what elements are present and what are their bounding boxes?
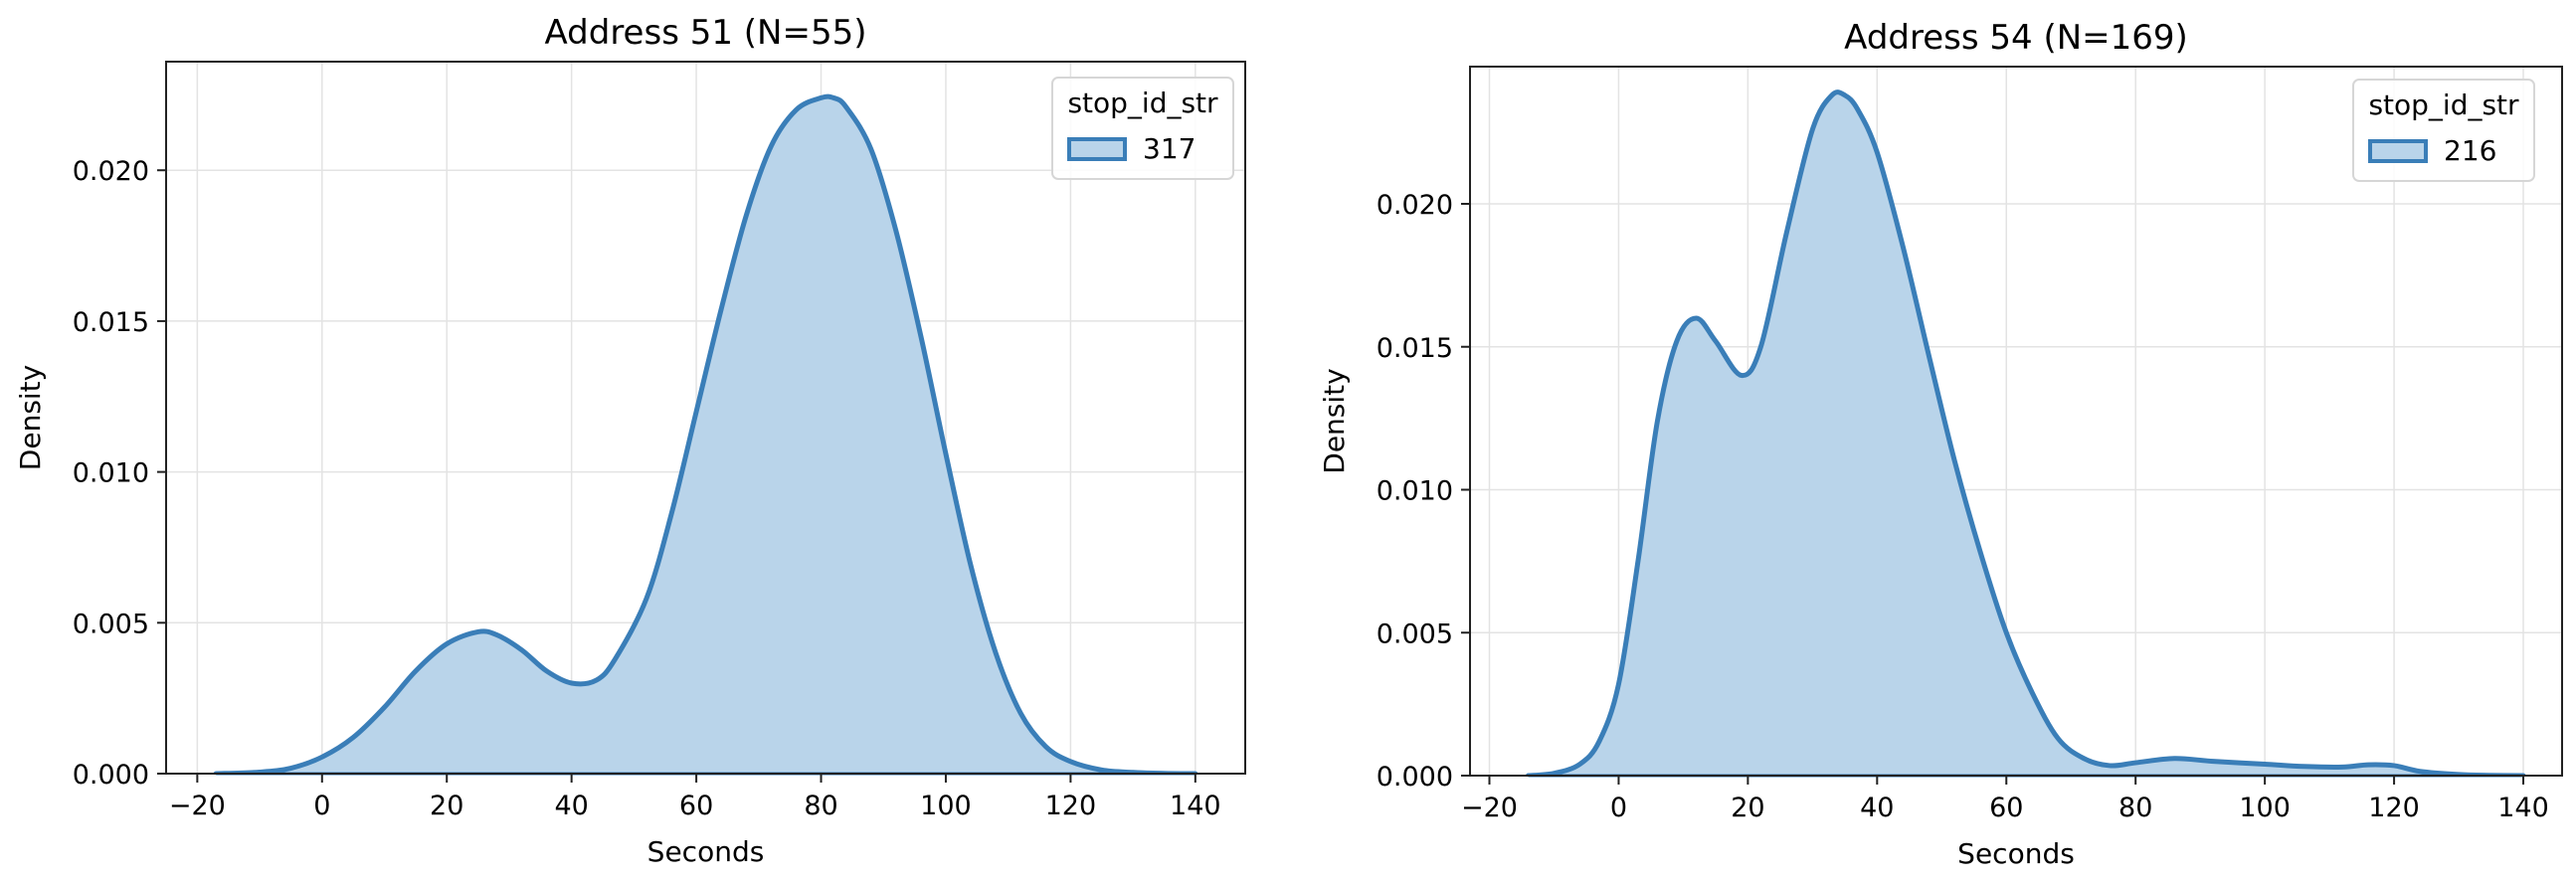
y-tick-label: 0.015 — [73, 307, 149, 338]
x-tick-label: 40 — [1860, 793, 1894, 823]
x-tick-label: 100 — [2239, 793, 2291, 823]
legend-entry-label: 216 — [2444, 134, 2496, 167]
x-tick-label: −20 — [1461, 793, 1518, 823]
y-axis-label: Density — [1318, 368, 1351, 473]
legend-entry-label: 317 — [1143, 132, 1196, 165]
density-area-317 — [216, 96, 1196, 774]
density-line-216 — [1525, 89, 2526, 776]
x-tick-label: 60 — [1989, 793, 2023, 823]
x-tick-label: 0 — [313, 791, 330, 821]
x-tick-label: 80 — [804, 791, 837, 821]
chart-panel-address-51: −20 0 20 40 60 80 100 120 140 0.000 0.005 0.010 0.01… — [14, 13, 1246, 868]
chart-title: Address 54 (N=169) — [1844, 18, 2188, 58]
legend-title: stop_id_str — [1067, 87, 1218, 119]
legend: stop_id_str 317 — [1051, 77, 1234, 180]
x-tick-label: 20 — [1731, 793, 1764, 823]
plot-frame — [165, 61, 1246, 775]
x-tick-label: 80 — [2118, 793, 2152, 823]
y-tick-label: 0.005 — [1377, 618, 1453, 649]
x-axis-label: Seconds — [1957, 837, 2075, 870]
y-tick-label: 0.010 — [73, 458, 149, 489]
density-area-216 — [1528, 91, 2524, 776]
chart-panel-address-54: −20 0 20 40 60 80 100 120 140 0.000 0.005 0.010 0.01… — [1318, 18, 2563, 870]
y-tick-label: 0.020 — [73, 156, 149, 187]
x-tick-label: 0 — [1610, 793, 1627, 823]
y-tick-label: 0.010 — [1377, 476, 1453, 507]
y-tick-label: 0.005 — [73, 609, 149, 639]
legend: stop_id_str 216 — [2352, 79, 2535, 182]
legend-swatch — [1067, 137, 1127, 161]
legend-title: stop_id_str — [2368, 88, 2519, 121]
x-tick-label: −20 — [169, 791, 226, 821]
x-tick-label: 120 — [2368, 793, 2420, 823]
x-tick-label: 120 — [1045, 791, 1097, 821]
y-axis-label: Density — [14, 365, 47, 470]
y-tick-label: 0.015 — [1377, 333, 1453, 364]
x-tick-label: 140 — [1170, 791, 1221, 821]
x-tick-label: 20 — [430, 791, 463, 821]
y-tick-label: 0.000 — [73, 760, 149, 791]
legend-swatch — [2368, 139, 2428, 163]
plot-frame — [1469, 66, 2563, 777]
y-tick-label: 0.020 — [1377, 190, 1453, 221]
chart-title: Address 51 (N=55) — [545, 13, 867, 53]
x-tick-label: 140 — [2497, 793, 2549, 823]
x-tick-label: 40 — [554, 791, 588, 821]
y-tick-label: 0.000 — [1377, 762, 1453, 793]
x-tick-label: 60 — [679, 791, 713, 821]
density-line-317 — [213, 93, 1198, 774]
x-axis-label: Seconds — [647, 835, 765, 868]
x-tick-label: 100 — [920, 791, 972, 821]
